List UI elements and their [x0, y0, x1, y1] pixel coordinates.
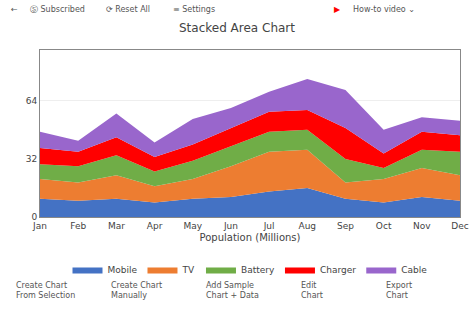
svg-text:←: ← [11, 5, 18, 14]
svg-text:⟳ Reset All: ⟳ Reset All [106, 5, 150, 14]
svg-text:Jul: Jul [263, 221, 275, 231]
svg-text:Charger: Charger [320, 265, 356, 275]
svg-text:Create ChartManually: Create ChartManually [111, 281, 162, 300]
svg-text:Feb: Feb [70, 221, 86, 231]
svg-text:Apr: Apr [147, 221, 163, 231]
svg-text:May: May [183, 221, 202, 231]
svg-text:Ⓢ Subscribed: Ⓢ Subscribed [30, 5, 85, 14]
svg-text:How-to video ⌄: How-to video ⌄ [353, 5, 415, 14]
svg-text:64: 64 [26, 96, 38, 106]
svg-text:Sep: Sep [337, 221, 354, 231]
svg-text:Mar: Mar [108, 221, 125, 231]
svg-text:Mobile: Mobile [108, 265, 138, 275]
svg-text:Add SampleChart + Data: Add SampleChart + Data [206, 281, 259, 300]
svg-text:Create ChartFrom Selection: Create ChartFrom Selection [16, 281, 75, 300]
svg-text:TV: TV [181, 265, 194, 275]
svg-text:▶: ▶ [334, 5, 341, 14]
svg-text:Aug: Aug [298, 221, 316, 231]
svg-text:Dec: Dec [451, 221, 468, 231]
svg-text:Population (Millions): Population (Millions) [200, 232, 301, 243]
svg-text:Oct: Oct [376, 221, 392, 231]
svg-text:Jun: Jun [223, 221, 238, 231]
svg-text:Jan: Jan [32, 221, 47, 231]
svg-text:≡ Settings: ≡ Settings [173, 5, 215, 14]
svg-text:Cable: Cable [401, 265, 427, 275]
svg-text:Battery: Battery [241, 265, 275, 275]
svg-text:32: 32 [26, 154, 37, 164]
svg-text:EditChart: EditChart [301, 281, 323, 300]
svg-text:Nov: Nov [413, 221, 431, 231]
svg-text:ExportChart: ExportChart [386, 281, 412, 300]
svg-text:Stacked Area Chart: Stacked Area Chart [179, 21, 295, 35]
svg-text:0: 0 [31, 212, 37, 222]
